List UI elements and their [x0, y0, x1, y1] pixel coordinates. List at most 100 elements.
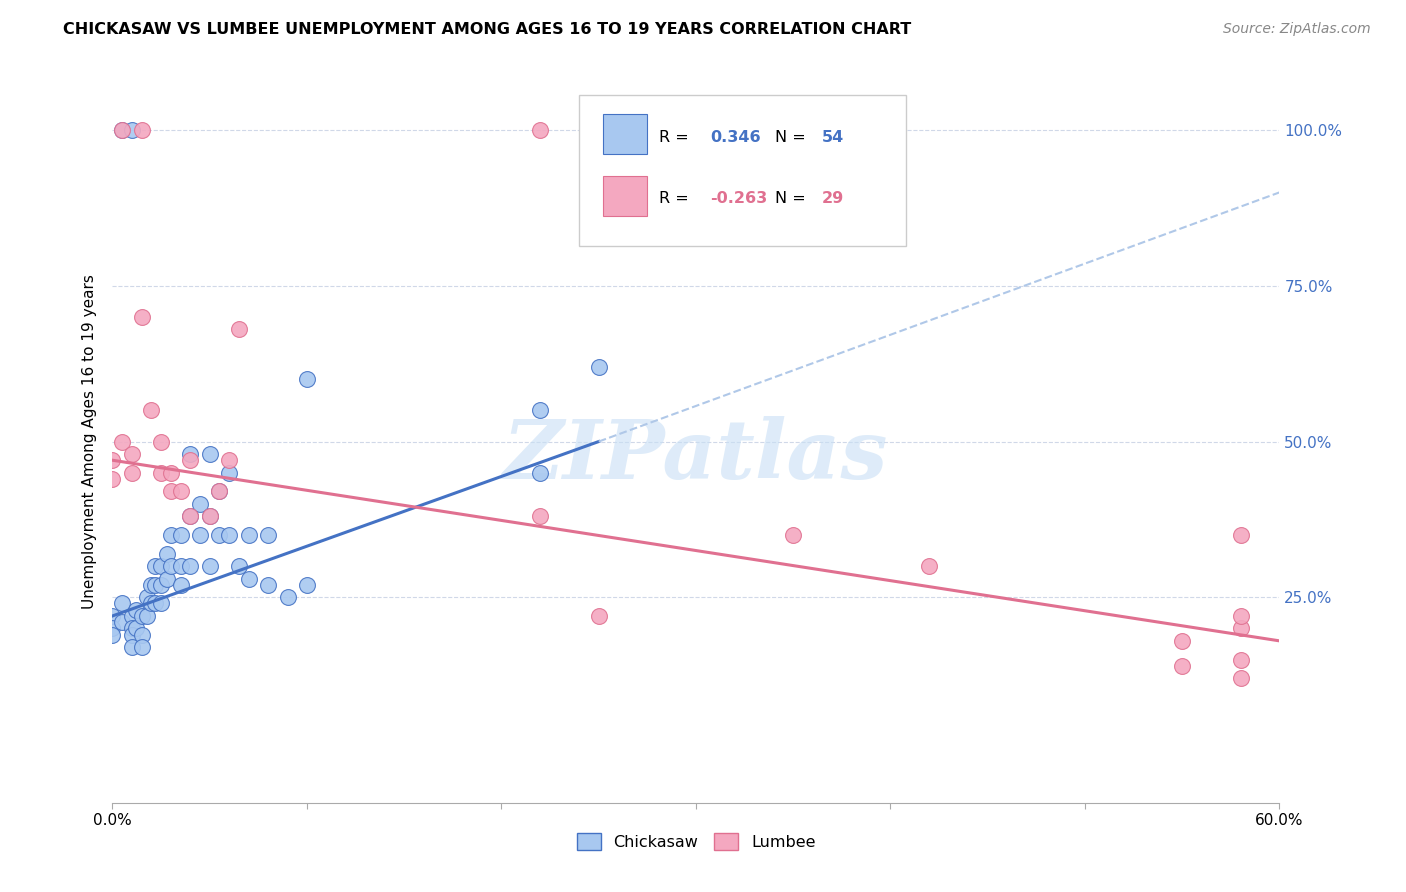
- Text: 29: 29: [823, 192, 844, 206]
- Point: [228, 322, 250, 336]
- Point: [208, 484, 231, 499]
- Point: [198, 509, 221, 524]
- Point: [160, 559, 183, 574]
- Text: R =: R =: [658, 192, 693, 206]
- Point: [295, 578, 318, 592]
- Point: [121, 640, 143, 654]
- Point: [179, 509, 201, 524]
- Point: [150, 434, 173, 449]
- Point: [121, 609, 143, 624]
- Point: [156, 547, 179, 561]
- Point: [169, 484, 191, 499]
- FancyBboxPatch shape: [603, 114, 647, 154]
- Text: N =: N =: [775, 192, 811, 206]
- Text: CHICKASAW VS LUMBEE UNEMPLOYMENT AMONG AGES 16 TO 19 YEARS CORRELATION CHART: CHICKASAW VS LUMBEE UNEMPLOYMENT AMONG A…: [63, 22, 911, 37]
- Y-axis label: Unemployment Among Ages 16 to 19 years: Unemployment Among Ages 16 to 19 years: [82, 274, 97, 609]
- FancyBboxPatch shape: [579, 95, 905, 246]
- Point: [179, 453, 201, 467]
- Point: [160, 466, 183, 480]
- Point: [121, 466, 143, 480]
- Point: [160, 528, 183, 542]
- Point: [257, 528, 280, 542]
- Point: [198, 559, 221, 574]
- Point: [141, 403, 163, 417]
- Point: [198, 447, 221, 461]
- Point: [1229, 621, 1251, 635]
- Text: R =: R =: [658, 130, 693, 145]
- Point: [101, 453, 124, 467]
- Point: [169, 559, 191, 574]
- Point: [131, 627, 153, 641]
- Point: [156, 572, 179, 586]
- Legend: Chickasaw, Lumbee: Chickasaw, Lumbee: [571, 827, 821, 856]
- Point: [121, 627, 143, 641]
- Point: [125, 603, 148, 617]
- Point: [136, 591, 159, 605]
- Point: [101, 609, 124, 624]
- Point: [141, 597, 163, 611]
- Point: [150, 466, 173, 480]
- Point: [150, 597, 173, 611]
- Point: [101, 621, 124, 635]
- Point: [295, 372, 318, 386]
- Point: [131, 310, 153, 324]
- Point: [238, 572, 260, 586]
- Point: [179, 559, 201, 574]
- Point: [143, 578, 166, 592]
- Point: [1229, 609, 1251, 624]
- Point: [588, 359, 610, 374]
- Point: [131, 640, 153, 654]
- Point: [238, 528, 260, 542]
- Text: 0.346: 0.346: [710, 130, 761, 145]
- Point: [150, 559, 173, 574]
- Point: [529, 403, 551, 417]
- Point: [111, 123, 134, 137]
- Point: [782, 528, 804, 542]
- Point: [131, 123, 153, 137]
- Point: [218, 453, 240, 467]
- Point: [121, 123, 143, 137]
- Point: [101, 627, 124, 641]
- Point: [111, 123, 134, 137]
- Point: [141, 578, 163, 592]
- Point: [529, 509, 551, 524]
- Text: Source: ZipAtlas.com: Source: ZipAtlas.com: [1223, 22, 1371, 37]
- Point: [111, 615, 134, 630]
- Point: [143, 559, 166, 574]
- Point: [188, 497, 211, 511]
- Point: [588, 609, 610, 624]
- Point: [179, 447, 201, 461]
- Point: [208, 528, 231, 542]
- Point: [257, 578, 280, 592]
- Point: [208, 484, 231, 499]
- Text: 54: 54: [823, 130, 844, 145]
- Point: [111, 597, 134, 611]
- Point: [1171, 658, 1194, 673]
- Point: [228, 559, 250, 574]
- Point: [1229, 671, 1251, 685]
- Point: [143, 597, 166, 611]
- Point: [136, 609, 159, 624]
- Text: -0.263: -0.263: [710, 192, 768, 206]
- Point: [588, 123, 610, 137]
- Point: [529, 123, 551, 137]
- Point: [198, 509, 221, 524]
- Point: [218, 528, 240, 542]
- Point: [1171, 633, 1194, 648]
- Point: [169, 528, 191, 542]
- Point: [121, 447, 143, 461]
- Point: [111, 434, 134, 449]
- Point: [131, 609, 153, 624]
- Point: [150, 578, 173, 592]
- Point: [188, 528, 211, 542]
- Point: [121, 621, 143, 635]
- Point: [101, 472, 124, 486]
- Point: [1229, 652, 1251, 666]
- Text: N =: N =: [775, 130, 811, 145]
- Point: [276, 591, 298, 605]
- Point: [160, 484, 183, 499]
- Point: [169, 578, 191, 592]
- Point: [529, 466, 551, 480]
- Point: [218, 466, 240, 480]
- FancyBboxPatch shape: [603, 176, 647, 216]
